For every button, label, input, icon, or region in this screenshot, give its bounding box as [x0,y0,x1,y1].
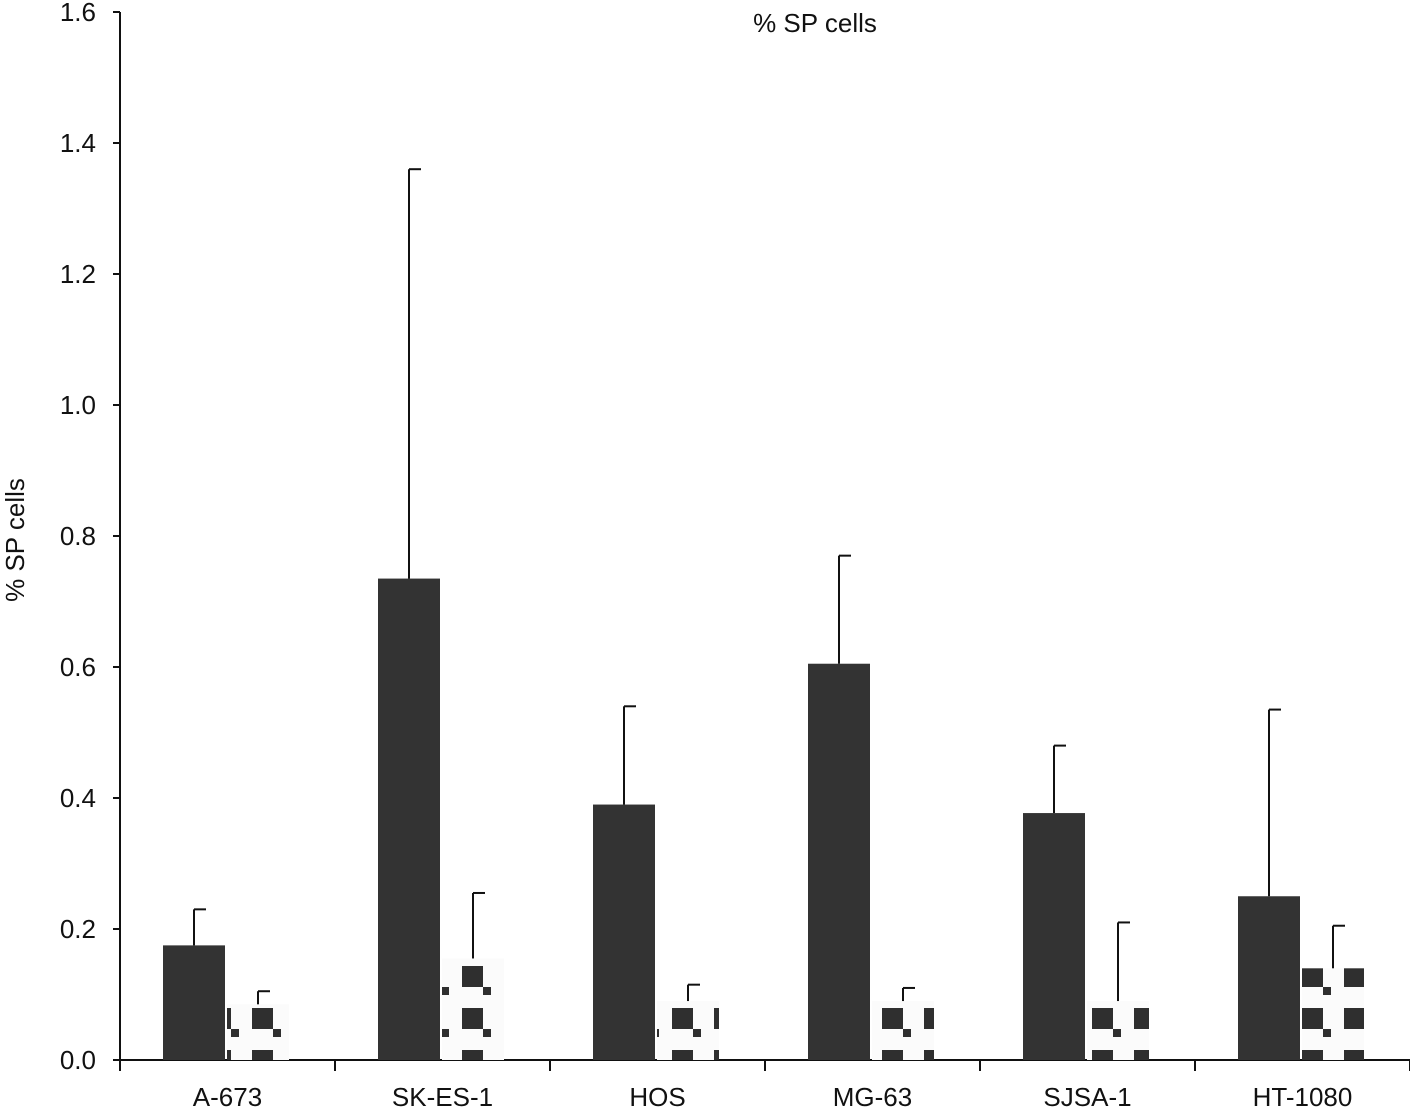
bar-series-2 [872,1001,934,1060]
x-category-label: SK-ES-1 [392,1082,493,1108]
bar-series-1 [593,804,655,1060]
bar-series-1 [1238,896,1300,1060]
bar-series-2 [227,1004,289,1060]
x-category-label: A-673 [193,1082,262,1108]
bar-series-2 [1302,968,1364,1060]
bar-series-2 [657,1001,719,1060]
bar-series-1 [378,578,440,1060]
y-tick-label: 1.6 [60,0,96,27]
y-tick-label: 0.0 [60,1045,96,1075]
y-tick-label: 1.2 [60,259,96,289]
y-tick-label: 0.6 [60,652,96,682]
x-category-label: SJSA-1 [1043,1082,1131,1108]
x-category-label: HT-1080 [1253,1082,1353,1108]
chart-title: % SP cells [753,8,877,38]
y-tick-label: 0.8 [60,521,96,551]
y-tick-label: 0.2 [60,914,96,944]
y-tick-label: 1.0 [60,390,96,420]
y-tick-label: 1.4 [60,128,96,158]
y-tick-label: 0.4 [60,783,96,813]
y-axis-title: % SP cells [0,478,30,602]
x-category-label: MG-63 [833,1082,912,1108]
x-category-label: HOS [629,1082,685,1108]
bar-series-1 [808,663,870,1060]
bar-series-2 [1087,1001,1149,1060]
bar-series-1 [1023,813,1085,1060]
plot-area: 0.0 0.2 0.4 0.6 0.8 1.0 1.2 1.4 1.6 A-673 SK-ES-1 H… [60,0,1410,1108]
bar-series-2 [442,958,504,1060]
bar-series-1 [163,945,225,1060]
